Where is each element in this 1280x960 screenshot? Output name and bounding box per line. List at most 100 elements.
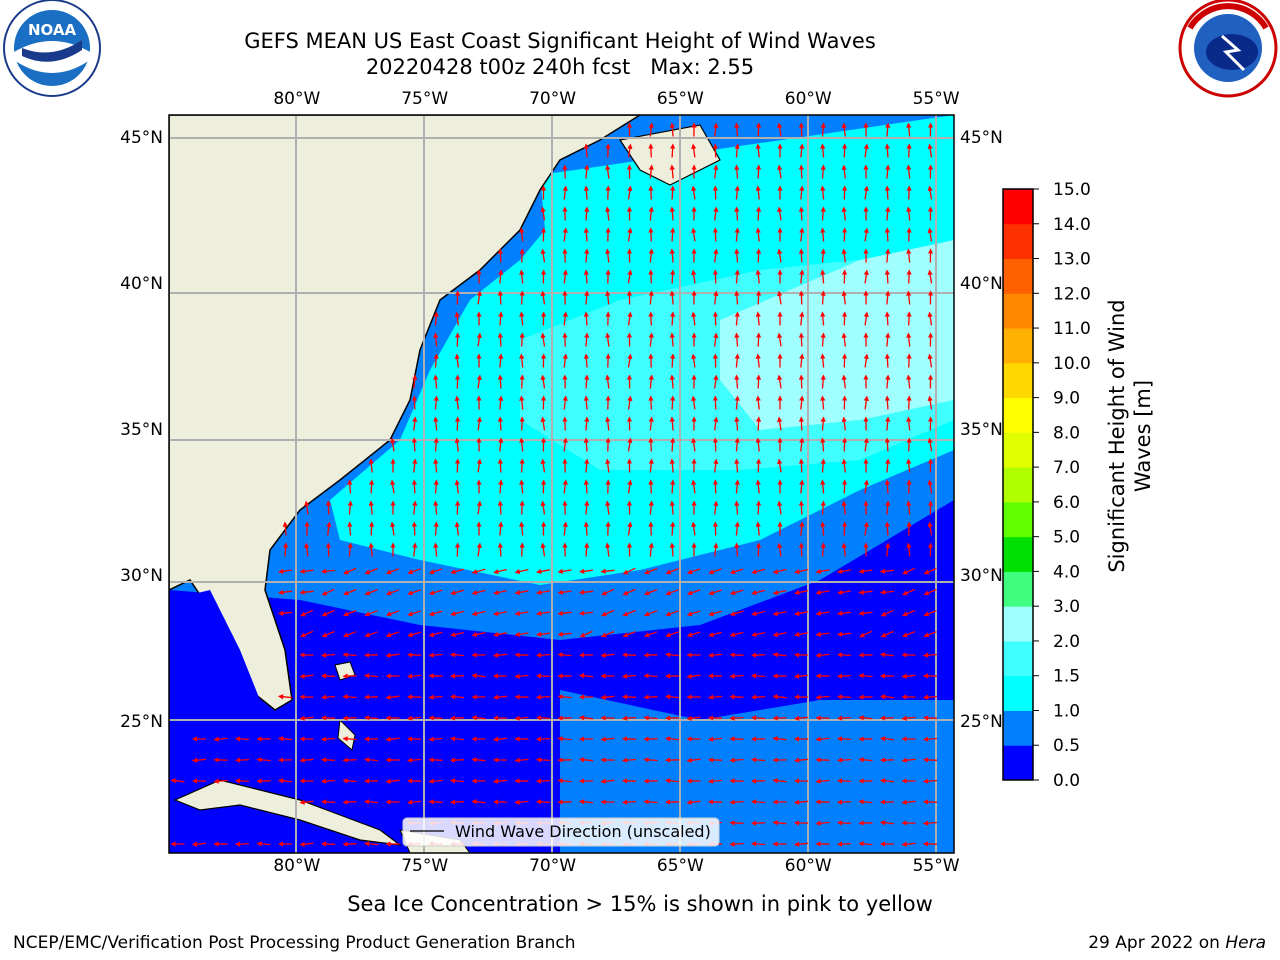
wind-wave-arrow — [686, 673, 701, 679]
wind-wave-arrow — [514, 673, 529, 679]
wind-wave-arrow — [347, 542, 353, 557]
wind-wave-arrow — [406, 799, 422, 805]
wind-wave-arrow — [836, 820, 852, 826]
colorbar-tick-label: 9.0 — [1053, 389, 1080, 409]
wind-wave-arrow — [536, 631, 550, 637]
wind-wave-arrow — [863, 479, 869, 494]
wind-wave-arrow — [622, 588, 636, 596]
wind-wave-arrow — [514, 715, 529, 721]
wind-wave-arrow — [729, 589, 744, 596]
wind-wave-arrow — [428, 673, 443, 679]
wind-wave-arrow — [691, 185, 697, 200]
colorbar-title-wrap: Significant Height of Wind Waves [m] — [1000, 265, 1280, 695]
wind-wave-arrow — [584, 332, 590, 347]
wind-wave-arrow — [584, 374, 590, 389]
wind-wave-arrow — [836, 778, 852, 784]
wind-wave-arrow — [476, 500, 482, 515]
wind-wave-arrow — [648, 290, 654, 305]
wind-wave-arrow — [836, 757, 852, 763]
lon-tick-top: 80°W — [273, 89, 321, 109]
wind-wave-arrow — [583, 269, 589, 284]
wind-wave-arrow — [734, 437, 740, 452]
colorbar-tick-label: 6.0 — [1053, 493, 1080, 513]
wind-wave-arrow — [234, 841, 250, 847]
wind-wave-arrow — [390, 479, 396, 494]
wind-wave-arrow — [519, 227, 525, 242]
wind-wave-arrow — [777, 416, 783, 431]
wind-wave-arrow — [622, 630, 636, 638]
wind-wave-arrow — [858, 841, 873, 847]
wind-wave-arrow — [734, 269, 740, 284]
wind-wave-arrow — [514, 799, 529, 805]
wind-wave-arrow — [390, 521, 396, 536]
wind-wave-arrow — [713, 500, 719, 515]
wind-wave-arrow — [450, 610, 464, 617]
wind-wave-arrow — [707, 736, 723, 742]
colorbar-swatch — [1003, 606, 1033, 642]
colorbar-tick-label: 12.0 — [1053, 284, 1091, 304]
wind-wave-arrow — [906, 227, 912, 242]
wind-wave-arrow — [734, 374, 740, 389]
wind-wave-arrow — [454, 479, 460, 494]
wind-wave-arrow — [750, 757, 766, 763]
wind-wave-arrow — [885, 458, 891, 473]
wind-wave-arrow — [299, 673, 314, 679]
wind-wave-arrow — [557, 631, 572, 637]
wind-wave-arrow — [471, 799, 486, 805]
wind-wave-arrow — [879, 778, 895, 784]
wind-wave-arrow — [450, 568, 464, 575]
wind-wave-arrow — [519, 374, 525, 389]
colorbar-swatch — [1003, 571, 1033, 607]
wind-wave-arrow — [798, 164, 804, 179]
wind-wave-arrow — [256, 841, 271, 847]
wind-wave-arrow — [621, 652, 637, 658]
lon-tick-top: 65°W — [656, 89, 704, 109]
wind-wave-arrow — [433, 437, 439, 452]
wind-wave-arrow — [815, 778, 830, 784]
wind-wave-arrow — [535, 799, 551, 805]
wind-wave-arrow — [906, 248, 912, 263]
wind-wave-arrow — [498, 479, 504, 494]
wind-wave-arrow — [369, 479, 375, 494]
wind-wave-arrow — [885, 248, 891, 263]
wind-wave-arrow — [519, 269, 525, 284]
wind-wave-arrow — [798, 122, 804, 137]
wind-wave-arrow — [734, 164, 740, 179]
wind-wave-arrow — [885, 290, 891, 305]
wind-wave-arrow — [734, 206, 740, 221]
lon-tick-bottom: 75°W — [401, 856, 449, 876]
wind-wave-arrow — [583, 311, 589, 326]
wind-wave-arrow — [902, 588, 916, 596]
wind-wave-arrow — [863, 353, 869, 368]
wind-wave-arrow — [342, 778, 357, 784]
lon-tick-top: 70°W — [529, 89, 577, 109]
wind-wave-arrow — [772, 631, 787, 637]
wind-wave-arrow — [777, 458, 783, 473]
colorbar-swatch — [1003, 189, 1033, 225]
wind-wave-arrow — [777, 122, 783, 137]
wind-wave-arrow — [433, 374, 439, 389]
wind-wave-arrow — [320, 799, 336, 805]
wind-wave-arrow — [820, 248, 826, 263]
wind-wave-arrow — [363, 715, 379, 721]
wind-wave-arrow — [756, 374, 762, 389]
wind-wave-arrow — [793, 673, 809, 679]
wind-wave-arrow — [772, 694, 787, 700]
wind-wave-arrow — [755, 311, 761, 326]
wind-wave-arrow — [798, 542, 804, 557]
wind-wave-arrow — [901, 799, 916, 805]
wind-wave-arrow — [664, 694, 680, 700]
wind-wave-arrow — [540, 500, 546, 515]
wind-wave-arrow — [885, 206, 891, 221]
wind-wave-arrow — [342, 631, 357, 638]
wind-wave-arrow — [648, 479, 654, 494]
wind-wave-arrow — [406, 673, 422, 679]
wind-wave-arrow — [648, 458, 654, 473]
wind-wave-arrow — [627, 185, 633, 200]
wind-wave-arrow — [756, 122, 762, 137]
wind-wave-arrow — [600, 736, 615, 742]
colorbar-tick-label: 4.0 — [1053, 562, 1080, 582]
wind-wave-arrow — [841, 248, 847, 263]
wind-wave-arrow — [605, 500, 611, 515]
wind-wave-arrow — [729, 757, 744, 763]
